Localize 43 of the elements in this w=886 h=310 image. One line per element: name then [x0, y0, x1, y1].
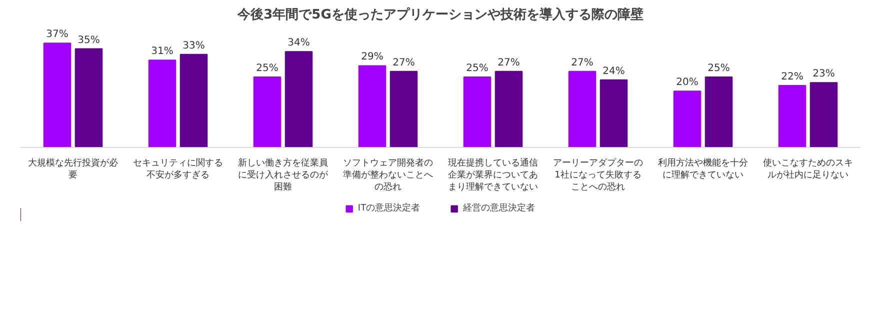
x-tick-label: 使いこなすためのスキルが社内に足りない — [763, 158, 853, 180]
data-label: 33% — [182, 40, 205, 52]
data-label: 27% — [571, 57, 594, 68]
chart-title: 今後3年間で5Gを使ったアプリケーションや技術を導入する際の障壁 — [236, 6, 644, 22]
data-label: 22% — [781, 71, 804, 82]
bar — [463, 76, 492, 148]
bar — [284, 51, 313, 148]
data-label: 25% — [466, 62, 488, 74]
data-label: 29% — [361, 52, 384, 63]
bar — [253, 76, 282, 148]
bar — [358, 65, 386, 148]
x-tick-label: 利用方法や機能を十分に理解できていない — [658, 158, 748, 180]
data-label: 25% — [256, 62, 278, 74]
bar — [600, 79, 628, 148]
bar — [568, 70, 596, 148]
data-label: 34% — [288, 38, 310, 49]
x-tick-label: 新しい働き方を従業員に受け入れさせるのが困難 — [238, 158, 329, 192]
bar — [704, 76, 733, 148]
bar — [810, 82, 838, 148]
data-label: 25% — [708, 62, 730, 74]
x-tick-label: アーリーアダプターの1社になって失敗することへの恐れ — [553, 158, 643, 192]
legend-label: ITの意思決定者 — [358, 202, 420, 214]
data-label: 27% — [498, 57, 520, 68]
data-label: 27% — [392, 57, 415, 68]
bar — [494, 70, 523, 148]
x-tick-label: 大規模な先行投資が必要 — [28, 158, 118, 180]
bar — [180, 54, 208, 148]
bar — [74, 48, 103, 148]
bar — [673, 90, 702, 148]
data-label: 37% — [46, 29, 68, 40]
bar — [148, 60, 176, 148]
data-label: 35% — [78, 34, 100, 46]
data-label: 20% — [676, 77, 698, 88]
x-tick-label: セキュリティに関する不安が多すぎる — [133, 158, 223, 180]
bar — [390, 70, 418, 148]
x-tick-label: 現在提携している通信企業が業界についてあまり理解できていない — [448, 158, 538, 192]
data-label: 31% — [151, 46, 174, 58]
bar — [43, 42, 72, 148]
legend-label: 経営の意思決定者 — [463, 202, 536, 214]
data-label: 23% — [812, 68, 835, 80]
data-label: 24% — [602, 66, 625, 77]
x-tick-label: ソフトウェア開発者の準備が整わないことへの恐れ — [343, 158, 433, 192]
bar — [778, 84, 806, 148]
